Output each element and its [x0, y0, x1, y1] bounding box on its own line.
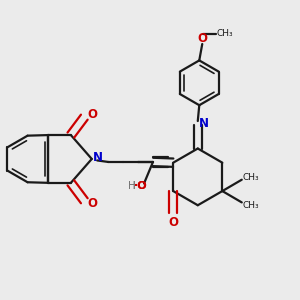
- Text: CH₃: CH₃: [216, 29, 233, 38]
- Text: H: H: [128, 181, 136, 191]
- Text: ·O: ·O: [134, 182, 148, 191]
- Text: O: O: [168, 216, 178, 229]
- Text: N: N: [93, 151, 103, 164]
- Text: O: O: [198, 32, 208, 44]
- Text: N: N: [199, 117, 209, 130]
- Text: CH₃: CH₃: [242, 173, 259, 182]
- Text: O: O: [88, 197, 98, 210]
- Text: ·O: ·O: [134, 181, 148, 191]
- Text: H: H: [128, 182, 136, 191]
- Text: CH₃: CH₃: [242, 201, 259, 210]
- Text: O: O: [88, 108, 98, 121]
